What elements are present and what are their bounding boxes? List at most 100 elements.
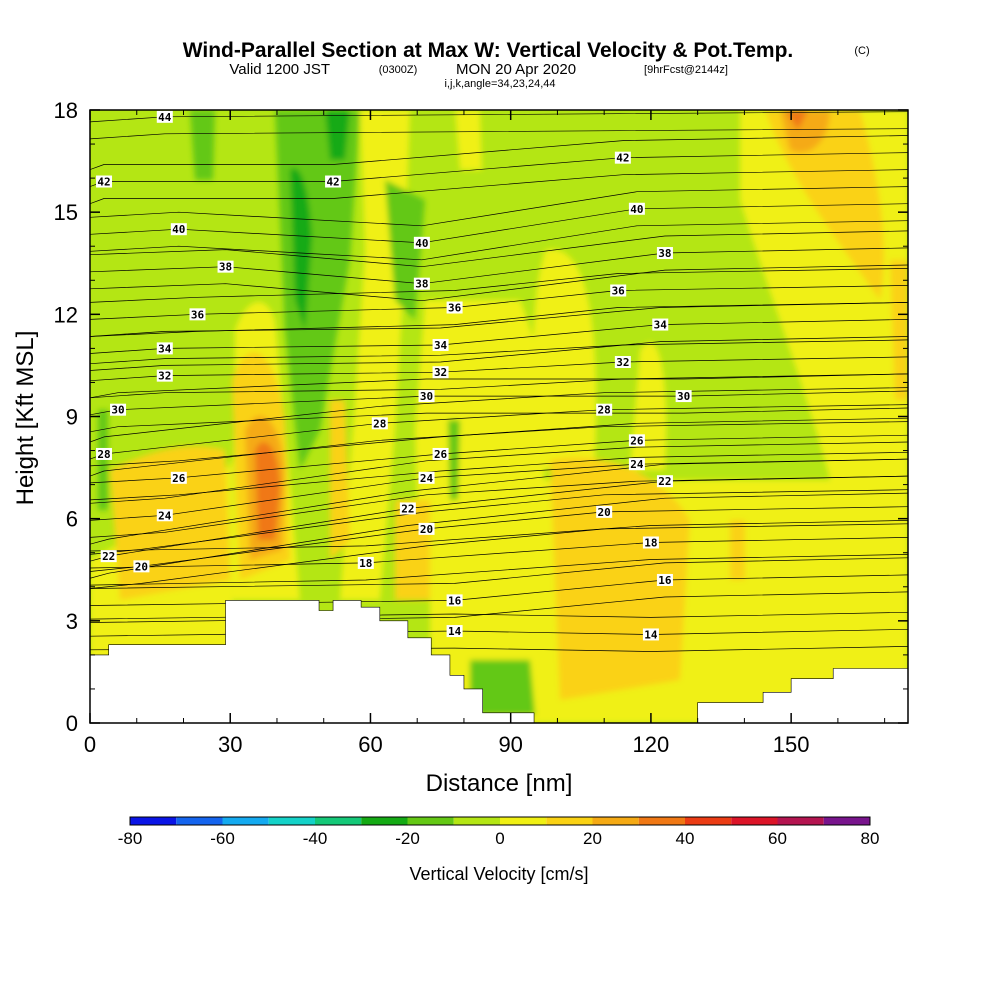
colorbar-segment [777,817,824,825]
theta-contour [90,523,908,589]
colorbar-segment [407,817,454,825]
contour-label: 42 [326,176,339,189]
colorbar-segment [685,817,732,825]
y-tick-label: 9 [66,405,78,430]
contour-label-box [156,342,173,355]
contour-label: 42 [616,152,629,165]
contour-label-box [357,556,374,569]
theta-contour [90,407,908,433]
contour-label-box [325,175,342,188]
contour-label: 40 [415,237,428,250]
contour-label: 36 [191,308,205,321]
theta-contour [90,458,908,545]
x-tick-label: 90 [498,732,522,757]
theta-contour [90,475,908,538]
contour-label-box [628,458,645,471]
updraft-region [533,249,597,470]
contour-label: 30 [111,404,124,417]
contour-label-box [642,536,659,549]
valid-utc: (0300Z) [379,64,418,76]
valid-date: MON 20 Apr 2020 [456,61,576,78]
contour-label-box [189,308,206,321]
contour-label: 44 [158,111,172,124]
colorbar-segment [823,817,870,825]
contour-label: 18 [644,537,657,550]
contour-label-box [446,301,463,314]
contour-label: 24 [630,458,644,471]
x-axis: 0 30 60 90 120 150 [84,110,886,757]
contour-label-box [642,628,659,641]
contour-label: 36 [448,302,462,315]
colorbar-tick-label: 40 [676,829,695,848]
colorbar-tick-label: 60 [768,829,787,848]
colorbar-segment [222,817,269,825]
x-tick-label: 150 [773,732,810,757]
theta-contour [90,441,908,504]
x-tick-label: 30 [218,732,242,757]
contour-label: 42 [97,176,110,189]
updraft-region [110,446,230,600]
contour-label-box [418,390,435,403]
contour-label: 30 [677,390,690,403]
contour-label: 14 [448,625,462,638]
valid-prefix: Valid 1200 JST [229,61,330,78]
contour-label: 20 [135,560,148,573]
theta-contour [90,169,908,205]
colorbar-segment [268,817,315,825]
colorbar-tick-label: -40 [303,829,328,848]
contour-label: 40 [172,223,185,236]
theta-contour [90,95,908,105]
chart-title: Wind-Parallel Section at Max W: Vertical… [183,39,794,62]
contour-label-box [446,594,463,607]
contour-label: 38 [415,278,428,291]
contour-label: 24 [158,509,172,522]
contour-label-box [371,417,388,430]
colorbar-tick-label: -60 [210,829,235,848]
colorbar-tick-label: 0 [495,829,504,848]
colorbar-segment [361,817,408,825]
contour-label-box [656,247,673,260]
theta-contour [90,387,908,443]
contour-label-box [432,338,449,351]
contour-label-box [156,509,173,522]
colorbar-segment [500,817,547,825]
contour-label: 30 [420,390,433,403]
downdraft-region [470,660,535,715]
contour-label-box [100,550,117,563]
theta-contour [90,128,908,140]
theta-contour [90,268,908,303]
colorbar-segment [315,817,362,825]
theta-contour [90,220,908,261]
x-axis-title: Distance [nm] [426,770,573,797]
y-axis-title: Height [Kft MSL] [12,331,39,506]
colorbar-segment [130,817,177,825]
contour-label-box [399,502,416,515]
contour-label-box [656,475,673,488]
contour-label-box [133,560,150,573]
y-tick-label: 3 [66,609,78,634]
forecast-info: [9hrFcst@2144z] [644,64,728,76]
contour-label-box [418,471,435,484]
contour-label-box [656,573,673,586]
contour-label-box [628,202,645,215]
y-tick-label: 18 [54,98,78,123]
contour-label: 16 [658,574,672,587]
contour-label: 28 [373,417,386,430]
contour-label: 32 [616,356,629,369]
theta-contour [90,421,908,477]
contour-label: 24 [420,472,434,485]
contour-label: 34 [654,319,668,332]
terrain-mask [90,600,908,723]
contour-label-box [432,366,449,379]
colorbar-segment [546,817,593,825]
contour-label: 40 [630,203,643,216]
theta-contour [90,135,908,170]
updraft-region [730,520,745,580]
contour-label-box [628,434,645,447]
contour-label-box [446,625,463,638]
y-tick-label: 12 [54,302,78,327]
x-tick-label: 60 [358,732,382,757]
